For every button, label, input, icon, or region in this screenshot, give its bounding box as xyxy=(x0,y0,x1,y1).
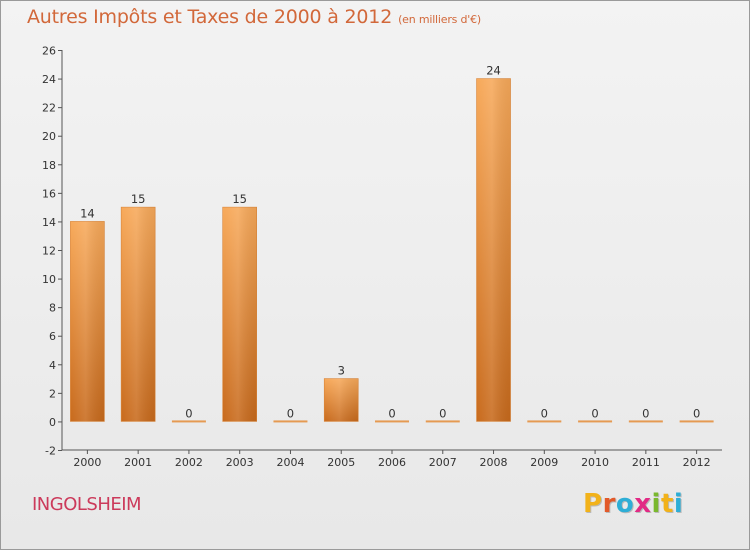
bar-shading xyxy=(222,207,257,422)
y-tick-label: 26 xyxy=(42,45,56,58)
y-tick-label: 6 xyxy=(49,330,56,343)
y-tick-label: 16 xyxy=(42,187,56,200)
x-tick-label: 2003 xyxy=(226,456,254,469)
bar-shading xyxy=(476,78,511,422)
y-tick-label: 24 xyxy=(42,73,56,86)
bar-value-label: 14 xyxy=(80,206,95,220)
logo-letter: r xyxy=(602,489,616,519)
bar xyxy=(679,420,714,423)
x-tick-label: 2008 xyxy=(480,456,508,469)
y-tick-label: 20 xyxy=(42,130,56,143)
bar-shading xyxy=(70,221,105,422)
x-tick-label: 2006 xyxy=(378,456,406,469)
x-tick-label: 2007 xyxy=(429,456,457,469)
bar-value-label: 0 xyxy=(185,406,192,420)
bar-value-label: 0 xyxy=(287,406,294,420)
bar-value-label: 0 xyxy=(642,406,649,420)
x-tick-label: 2009 xyxy=(530,456,558,469)
chart-title: Autres Impôts et Taxes de 2000 à 2012 (en… xyxy=(27,6,481,28)
logo-letter: P xyxy=(583,489,603,519)
bar xyxy=(273,420,308,423)
proxiti-logo: Proxiti xyxy=(583,489,683,519)
bar xyxy=(578,420,613,423)
y-tick-label: 8 xyxy=(49,302,56,315)
x-tick-label: 2004 xyxy=(276,456,304,469)
bar-value-label: 0 xyxy=(693,406,700,420)
logo-letter: x xyxy=(634,489,652,519)
bar-value-label: 0 xyxy=(388,406,395,420)
x-tick-label: 2005 xyxy=(327,456,355,469)
y-tick-label: 12 xyxy=(42,245,56,258)
logo-letter: o xyxy=(615,489,635,519)
y-tick-label: 0 xyxy=(49,416,56,429)
commune-name: INGOLSHEIM xyxy=(32,494,142,515)
x-tick-label: 2001 xyxy=(124,456,152,469)
y-tick-label: -2 xyxy=(45,445,56,458)
bar-value-label: 24 xyxy=(486,64,501,78)
y-tick-label: 4 xyxy=(49,359,56,372)
logo-letter: i xyxy=(651,489,661,519)
bar xyxy=(375,420,409,423)
x-tick-label: 2012 xyxy=(683,456,711,469)
bar xyxy=(527,420,562,423)
y-tick-label: 2 xyxy=(49,387,56,400)
y-tick-label: 14 xyxy=(42,216,56,229)
bar-value-label: 3 xyxy=(338,364,345,378)
y-tick-label: 10 xyxy=(42,273,56,286)
bar-value-label: 0 xyxy=(439,406,446,420)
y-tick-label: 22 xyxy=(42,102,56,115)
data-labels: 14 15 0 15 0 3 0 0 24 0 0 0 0 xyxy=(80,64,700,421)
bar-value-label: 0 xyxy=(591,406,598,420)
bar-value-label: 15 xyxy=(232,192,247,206)
bars xyxy=(70,78,714,423)
bar-value-label: 0 xyxy=(541,406,548,420)
bar xyxy=(425,420,460,423)
x-tick-label: 2010 xyxy=(581,456,609,469)
x-tick-label: 2000 xyxy=(73,456,101,469)
bar xyxy=(171,420,206,423)
bar-shading xyxy=(121,207,156,422)
bar xyxy=(628,420,663,423)
logo-letter: t xyxy=(660,489,674,519)
x-tick-label: 2002 xyxy=(175,456,203,469)
chart-unit: (en milliers d'€) xyxy=(398,13,481,26)
x-tick-label: 2011 xyxy=(632,456,660,469)
y-tick-label: 18 xyxy=(42,159,56,172)
bar-shading xyxy=(324,378,359,422)
logo-letter: i xyxy=(673,489,684,519)
bar-value-label: 15 xyxy=(131,192,146,206)
chart-title-text: Autres Impôts et Taxes de 2000 à 2012 xyxy=(27,6,393,28)
